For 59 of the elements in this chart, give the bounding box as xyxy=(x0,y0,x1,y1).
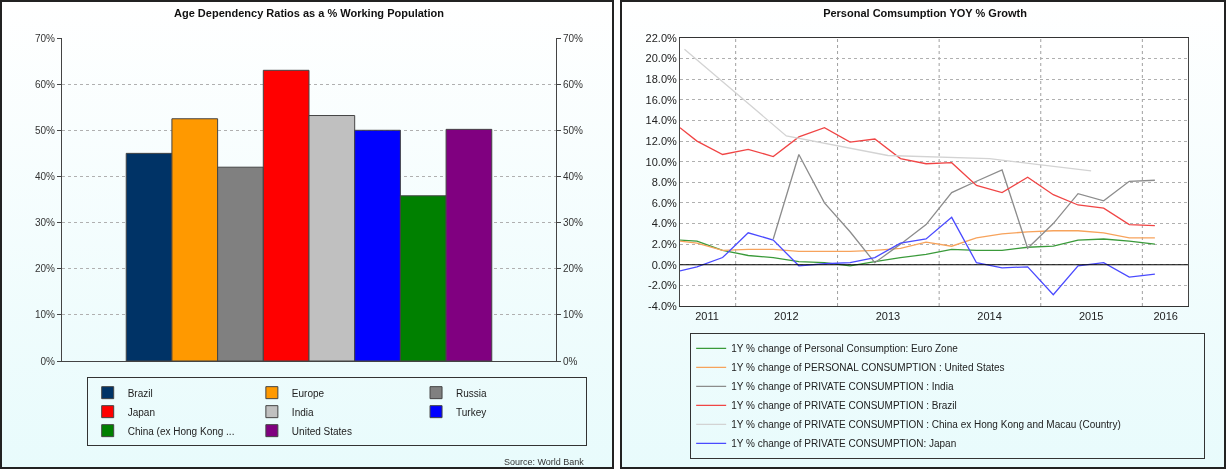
y-tick-label: 16.0% xyxy=(645,93,678,106)
y-tick-label: 50% xyxy=(34,124,56,136)
y2-tick-label: 70% xyxy=(563,32,584,44)
y-tick-label: 10% xyxy=(34,309,56,321)
legend-label: Brazil xyxy=(127,387,153,399)
line-series xyxy=(680,238,1156,267)
y2-tick-label: 0% xyxy=(563,355,578,367)
y-tick-label: 12.0% xyxy=(645,134,678,147)
y-tick-label: 22.0% xyxy=(645,31,678,44)
y-tick-label: 2.0% xyxy=(651,238,678,250)
y-tick-label: 70% xyxy=(34,32,56,44)
y2-tick-label: 10% xyxy=(563,309,584,321)
legend-label: 1Y % change of PRIVATE CONSUMPTION : China ex Hong Kong and Macau (Country) xyxy=(731,419,1121,431)
x-tick-label: 2012 xyxy=(774,310,799,323)
source-note: Source: World Bank xyxy=(504,457,585,467)
y-tick-label: 40% xyxy=(34,170,56,182)
y2-tick-label: 50% xyxy=(563,124,584,136)
line-series xyxy=(680,127,1156,227)
legend-label: China (ex Hong Kong ... xyxy=(127,425,235,437)
y-tick-label: 20% xyxy=(34,263,56,275)
x-tick-label: 2011 xyxy=(695,310,719,323)
legend-label: 1Y % change of PRIVATE CONSUMPTION: Japan xyxy=(731,438,957,450)
legend-label: United States xyxy=(291,425,352,437)
y-tick-label: 60% xyxy=(34,78,56,90)
y-tick-label: 8.0% xyxy=(651,176,678,189)
line-series xyxy=(680,230,1156,253)
x-tick-label: 2015 xyxy=(1078,310,1104,323)
y-tick-label: 0.0% xyxy=(651,258,678,271)
y-tick-label: 30% xyxy=(34,217,56,229)
y-tick-label: -4.0% xyxy=(648,299,677,312)
legend-label: Europe xyxy=(291,387,325,399)
chart-title: Personal Comsumption YOY % Growth xyxy=(823,6,1028,19)
legend-label: 1Y % change of PERSONAL CONSUMPTION : United States xyxy=(731,362,1005,374)
y-tick-label: 14.0% xyxy=(645,114,678,127)
legend-label: Russia xyxy=(456,387,488,399)
y-tick-label: 10.0% xyxy=(645,155,678,168)
legend-label: India xyxy=(291,406,314,418)
x-tick-label: 2016 xyxy=(1153,310,1178,323)
legend-label: Japan xyxy=(127,406,155,418)
chart-title: Age Dependency Ratios as a % Working Population xyxy=(174,6,445,19)
line-series xyxy=(680,216,1156,296)
line-series xyxy=(683,48,1092,172)
y-tick-label: -2.0% xyxy=(648,279,677,292)
line-series xyxy=(772,153,1156,264)
legend-label: Turkey xyxy=(456,406,487,418)
x-tick-label: 2013 xyxy=(875,310,901,323)
x-tick-label: 2014 xyxy=(977,310,1002,323)
y2-tick-label: 60% xyxy=(563,78,584,90)
y2-tick-label: 40% xyxy=(563,170,584,182)
y-tick-label: 20.0% xyxy=(645,52,678,65)
y-tick-label: 4.0% xyxy=(651,217,678,230)
legend-label: 1Y % change of PRIVATE CONSUMPTION : India xyxy=(731,381,954,393)
y-tick-label: 0% xyxy=(40,355,56,367)
y-tick-label: 18.0% xyxy=(645,73,678,86)
y-tick-label: 6.0% xyxy=(651,196,678,209)
y2-tick-label: 20% xyxy=(563,263,584,275)
legend-label: 1Y % change of PRIVATE CONSUMPTION : Brazil xyxy=(731,400,957,412)
y2-tick-label: 30% xyxy=(563,217,584,229)
legend-label: 1Y % change of Personal Consumption: Euro Zone xyxy=(731,343,959,355)
